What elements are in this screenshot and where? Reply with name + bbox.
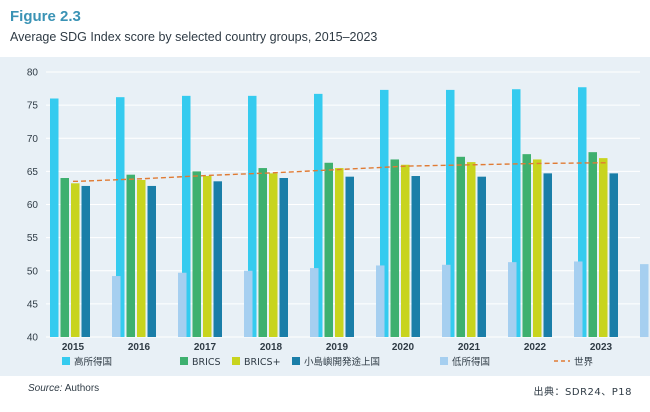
legend-label: 小島嶼開発途上国: [304, 356, 380, 368]
legend-swatch: [180, 357, 188, 365]
x-tick-label: 2021: [458, 342, 481, 353]
y-tick-label: 40: [27, 333, 39, 344]
bar: [116, 97, 125, 337]
y-tick-label: 75: [27, 101, 39, 112]
credit-note: 出典：SDR24、P18: [533, 387, 632, 398]
bar: [588, 152, 597, 337]
y-tick-label: 55: [27, 233, 39, 244]
bar: [147, 185, 156, 337]
bar: [578, 87, 587, 337]
bar: [81, 185, 90, 337]
bar: [71, 183, 80, 337]
bar: [456, 156, 465, 337]
y-tick-label: 60: [27, 200, 39, 211]
bar: [126, 174, 135, 337]
x-tick-label: 2023: [590, 342, 613, 353]
x-tick-label: 2016: [128, 342, 151, 353]
chart-area: 40 45 50 55 60 65 70 75 80 2015 2016 2017 2018 2019 20…: [27, 68, 649, 368]
bar: [508, 262, 517, 337]
legend-label: BRICS+: [244, 357, 281, 368]
source-note: Source: Authors: [28, 383, 99, 394]
bar: [192, 171, 201, 337]
legend-swatch: [440, 357, 448, 365]
source-label: Source:: [28, 383, 63, 394]
bar: [248, 95, 257, 337]
y-tick-label: 65: [27, 167, 39, 178]
bar: [213, 181, 222, 337]
bar: [345, 176, 354, 337]
y-tick-label: 80: [27, 68, 39, 79]
bar: [50, 98, 59, 337]
bar: [258, 168, 267, 337]
bar: [279, 178, 288, 337]
bar: [335, 168, 344, 337]
x-tick-label: 2017: [194, 342, 217, 353]
bar: [380, 89, 389, 337]
bar: [446, 89, 455, 337]
y-tick-label: 50: [27, 266, 39, 277]
y-tick-label: 45: [27, 299, 39, 310]
bar: [543, 173, 552, 337]
x-tick-label: 2018: [260, 342, 283, 353]
x-tick-label: 2019: [326, 342, 349, 353]
bar: [467, 162, 476, 337]
bar: [533, 159, 542, 337]
bar: [376, 265, 385, 337]
bar: [401, 164, 410, 337]
bar: [477, 176, 486, 337]
legend-label: 世界: [574, 356, 594, 368]
bar: [137, 179, 146, 337]
world-line: [73, 162, 607, 183]
bar: [244, 270, 253, 337]
bar: [112, 276, 121, 337]
source-value: Authors: [62, 383, 100, 394]
bar: [522, 154, 531, 337]
bar: [203, 176, 212, 337]
bar: [512, 89, 521, 337]
legend-label: 高所得国: [74, 356, 112, 368]
bar: [178, 272, 187, 337]
bar: [609, 173, 618, 337]
x-tick-label: 2022: [524, 342, 547, 353]
x-tick-label: 2015: [62, 342, 85, 353]
y-tick-label: 70: [27, 134, 39, 145]
bar: [324, 162, 333, 337]
bar: [411, 176, 420, 337]
bar: [60, 178, 69, 337]
chart-title: Average SDG Index score by selected coun…: [10, 30, 378, 44]
legend-swatch: [62, 357, 70, 365]
bar: [442, 264, 451, 337]
legend-swatch: [232, 357, 240, 365]
legend-label: 低所得国: [452, 356, 490, 368]
bar: [310, 268, 319, 337]
bar: [182, 95, 191, 337]
bar: [599, 158, 608, 337]
x-tick-label: 2020: [392, 342, 415, 353]
bar: [390, 159, 399, 337]
figure-label: Figure 2.3: [10, 8, 81, 25]
legend-label: BRICS: [192, 357, 221, 368]
bar: [640, 264, 649, 337]
legend-swatch: [292, 357, 300, 365]
bar: [269, 173, 278, 337]
bar: [314, 93, 323, 337]
bar: [574, 261, 583, 337]
